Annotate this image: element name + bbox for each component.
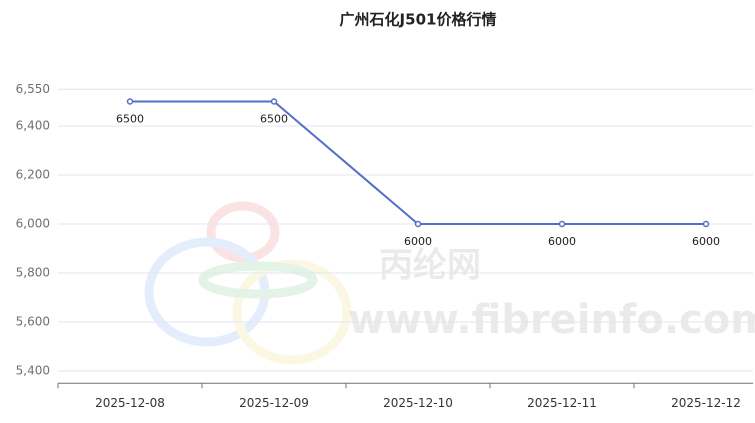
y-tick-label: 5,600 [16, 315, 50, 329]
chart-title: 广州石化J501价格行情 [340, 11, 497, 29]
watermark-text: 丙纶网 [379, 246, 481, 286]
data-point [558, 220, 566, 228]
data-point [126, 98, 134, 105]
x-tick-label: 2025-12-09 [239, 396, 309, 410]
y-tick-label: 5,400 [16, 364, 50, 378]
x-tick-label: 2025-12-08 [95, 396, 165, 410]
x-tick-label: 2025-12-10 [383, 396, 453, 410]
y-tick-label: 5,800 [16, 266, 50, 280]
data-point [270, 98, 278, 105]
y-tick-label: 6,550 [16, 82, 50, 96]
y-tick-label: 6,200 [16, 168, 50, 182]
y-tick-label: 6,000 [16, 217, 50, 231]
x-tick-label: 2025-12-12 [671, 396, 741, 410]
data-point [702, 220, 710, 228]
x-tick-label: 2025-12-11 [527, 396, 597, 410]
data-label: 6000 [404, 235, 432, 248]
watermark-logo [144, 201, 352, 365]
y-tick-label: 6,400 [16, 119, 50, 133]
data-label: 6500 [260, 113, 288, 126]
data-label: 6500 [116, 113, 144, 126]
data-label: 6000 [692, 235, 720, 248]
watermark-url: www.fibreinfo.com [348, 297, 755, 343]
data-point [414, 220, 422, 228]
data-label: 6000 [548, 235, 576, 248]
series-line [130, 100, 706, 225]
